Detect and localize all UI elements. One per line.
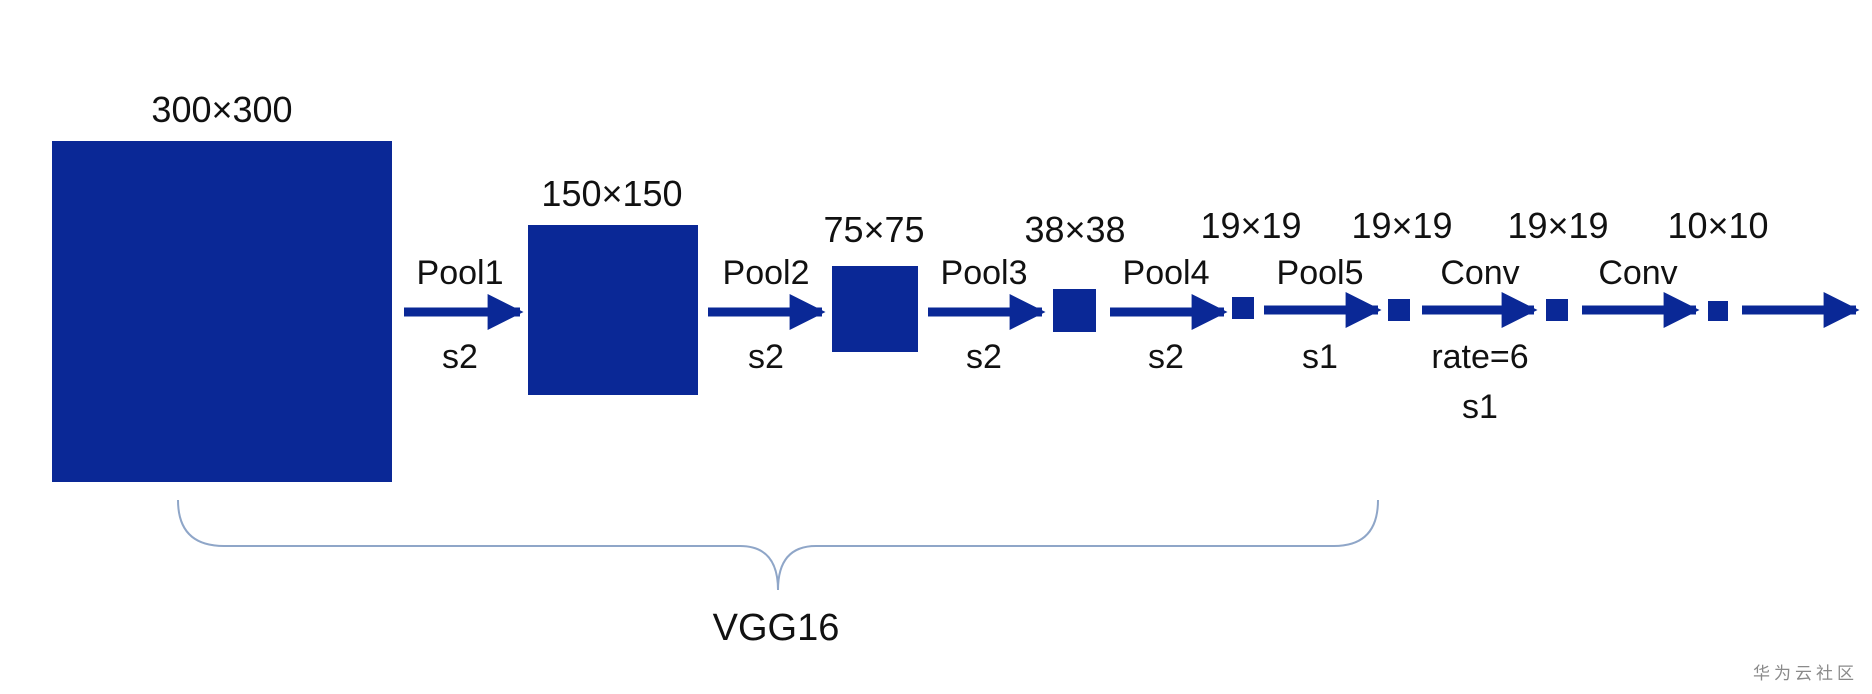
feature-map-19a-size-label: 19×19 bbox=[1200, 205, 1301, 246]
feature-map-19b-size-label: 19×19 bbox=[1351, 205, 1452, 246]
feature-map-38 bbox=[1053, 289, 1096, 332]
conv6-label: Conv bbox=[1440, 254, 1519, 292]
feature-map-19c bbox=[1546, 299, 1568, 321]
feature-map-150 bbox=[528, 225, 698, 395]
feature-map-75 bbox=[832, 266, 918, 352]
pool4-label: Pool4 bbox=[1123, 254, 1210, 292]
operation-arrows: Pool1 s2 Pool2 s2 Pool3 s2 Pool4 s2 Pool5 s1 Conv r… bbox=[404, 254, 1860, 426]
watermark: 华为云社区 bbox=[1753, 664, 1858, 684]
pool3-label: Pool3 bbox=[941, 254, 1028, 292]
conv6-param-0: rate=6 bbox=[1431, 338, 1528, 376]
conv7-label: Conv bbox=[1598, 254, 1677, 292]
feature-map-19c-size-label: 19×19 bbox=[1507, 205, 1608, 246]
pool3-param-0: s2 bbox=[966, 338, 1002, 376]
feature-map-38-size-label: 38×38 bbox=[1024, 209, 1125, 250]
feature-map-19a bbox=[1232, 297, 1254, 319]
pool5-label: Pool5 bbox=[1277, 254, 1364, 292]
pool4-param-0: s2 bbox=[1148, 338, 1184, 376]
pool1-param-0: s2 bbox=[442, 338, 478, 376]
brace-line bbox=[177, 499, 1379, 591]
feature-map-300-size-label: 300×300 bbox=[151, 89, 292, 130]
feature-map-10 bbox=[1708, 301, 1728, 321]
feature-map-75-size-label: 75×75 bbox=[823, 209, 924, 250]
feature-map-150-size-label: 150×150 bbox=[541, 173, 682, 214]
pool2-label: Pool2 bbox=[723, 254, 810, 292]
feature-map-19b bbox=[1388, 299, 1410, 321]
feature-map-10-size-label: 10×10 bbox=[1667, 205, 1768, 246]
pool5-param-0: s1 bbox=[1302, 338, 1338, 376]
brace-label: VGG16 bbox=[713, 607, 840, 649]
pool1-label: Pool1 bbox=[417, 254, 504, 292]
conv6-param-1: s1 bbox=[1462, 388, 1498, 426]
feature-maps: 300×300 150×150 75×75 38×38 19×19 19×19 19×19 1… bbox=[52, 89, 1769, 482]
vgg16-brace: VGG16 bbox=[177, 499, 1379, 649]
pool2-param-0: s2 bbox=[748, 338, 784, 376]
feature-map-300 bbox=[52, 141, 392, 482]
